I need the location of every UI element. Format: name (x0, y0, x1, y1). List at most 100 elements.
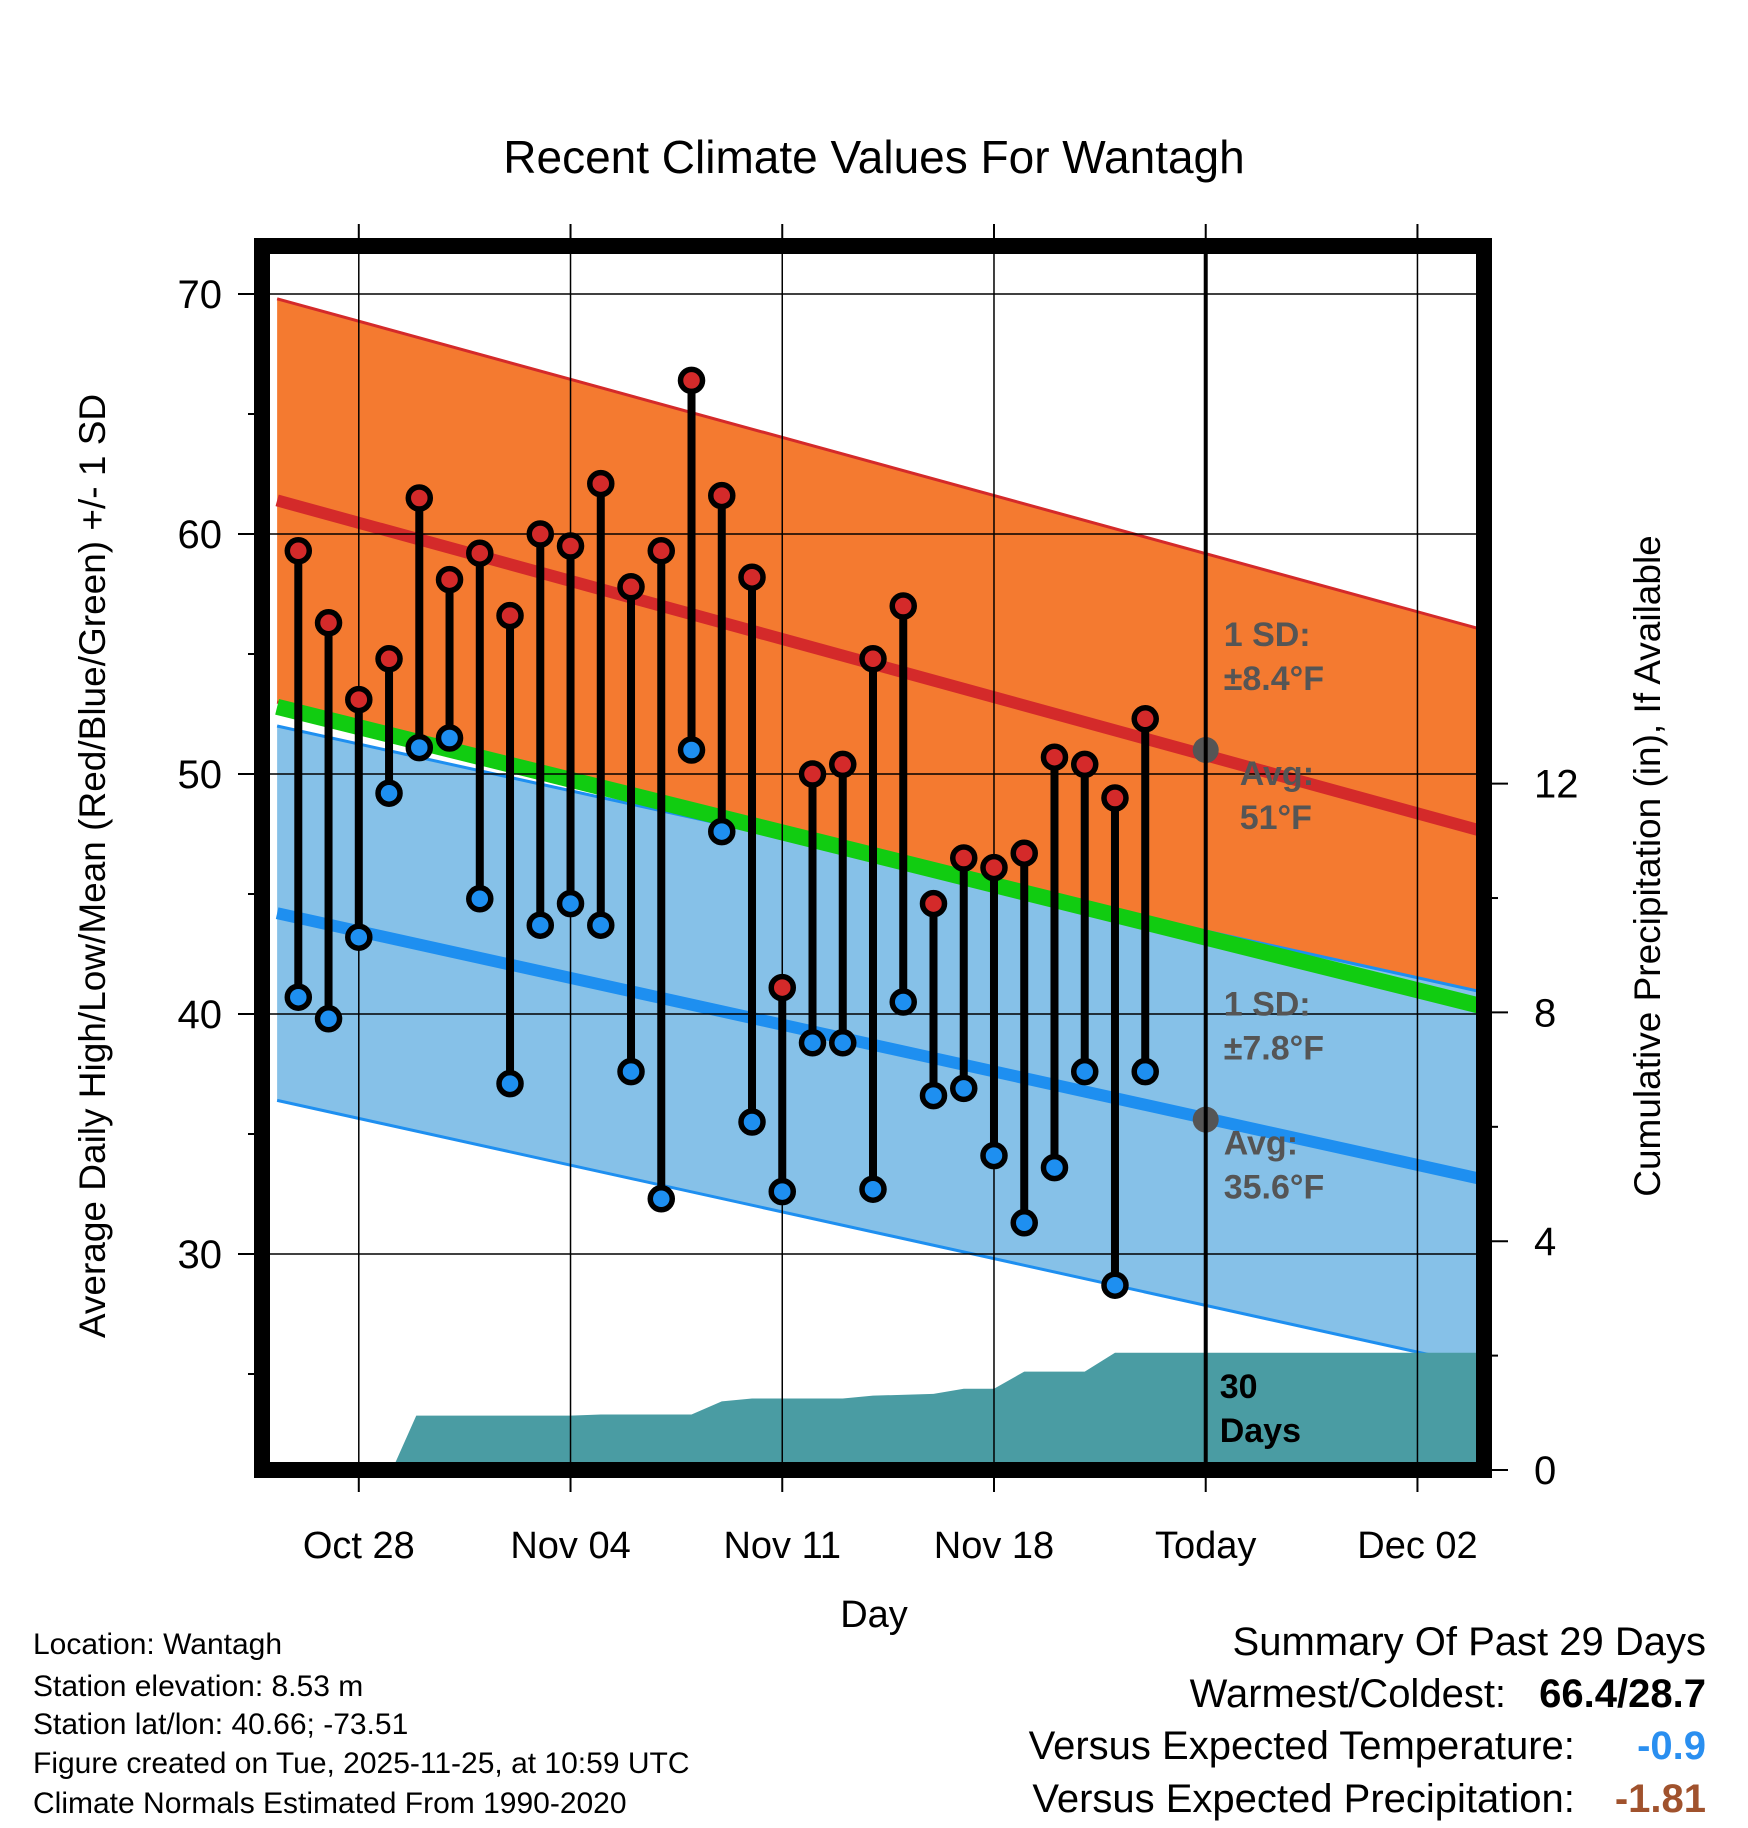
daily-high-point (738, 563, 766, 591)
high-sd-value: ±8.4°F (1224, 660, 1324, 698)
daily-low-point (647, 1185, 676, 1213)
x-tick-label: Nov 11 (723, 1525, 841, 1567)
summary-precip: Versus Expected Precipitation: -1.81 (1032, 1777, 1706, 1822)
y-axis-label: Average Daily High/Low/Mean (Red/Blue/Gr… (72, 394, 113, 1338)
daily-low-point (466, 885, 494, 913)
summary-warm-cold: Warmest/Coldest: 66.4/28.7 (1190, 1672, 1706, 1717)
daily-high-point (1101, 784, 1129, 812)
info-normals: Climate Normals Estimated From 1990-2020 (33, 1787, 627, 1820)
x-tick-label: Today (1155, 1525, 1256, 1567)
daily-low-point (1040, 1153, 1069, 1182)
daily-high-point (1010, 839, 1038, 867)
daily-low-point (556, 889, 585, 918)
daily-high-point (949, 844, 978, 872)
daily-high-point (919, 889, 948, 918)
daily-high-point (314, 609, 343, 637)
daily-high-point (526, 520, 555, 548)
info-elevation: Station elevation: 8.53 m (33, 1670, 364, 1703)
daily-low-point (617, 1057, 645, 1086)
summary-temp: Versus Expected Temperature: -0.9 (1029, 1724, 1706, 1769)
x-axis-label: Day (840, 1594, 908, 1636)
x-tick-label: Dec 02 (1357, 1525, 1477, 1567)
high-avg-value: 51°F (1240, 799, 1312, 837)
daily-high-point (1040, 743, 1069, 771)
daily-high-point (798, 760, 827, 788)
daily-high-point (708, 481, 736, 510)
daily-low-point (345, 923, 373, 951)
daily-high-point (496, 601, 524, 630)
low-sd-label: 1 SD: (1224, 986, 1311, 1024)
daily-high-point (345, 685, 373, 714)
daily-low-point (1070, 1057, 1099, 1086)
summary-temp-value: -0.9 (1637, 1724, 1706, 1768)
daily-low-point (405, 733, 434, 762)
y-tick-label: 40 (178, 993, 223, 1037)
plot-frame (254, 238, 1492, 1478)
daily-high-point (284, 537, 313, 565)
daily-low-point (677, 736, 706, 764)
daily-high-point (1070, 750, 1099, 779)
precip-area (262, 1352, 1484, 1470)
daily-high-point (466, 539, 494, 567)
daily-high-point (980, 853, 1008, 882)
daily-low-point (435, 724, 464, 752)
summary-precip-label: Versus Expected Precipitation: (1032, 1777, 1575, 1821)
daily-low-point (768, 1177, 797, 1206)
x-tick-label: Oct 28 (303, 1525, 415, 1567)
summary-temp-label: Versus Expected Temperature: (1028, 1724, 1575, 1768)
summary-title: Summary Of Past 29 Days (1232, 1620, 1706, 1664)
high-sd-label: 1 SD: (1224, 616, 1311, 654)
low-sd-value: ±7.8°F (1224, 1030, 1324, 1068)
x-tick-label: Nov 04 (510, 1525, 630, 1567)
daily-high-point (889, 592, 917, 620)
daily-low-point (738, 1108, 766, 1136)
daily-high-point (617, 573, 645, 601)
summary-warm-cold-value: 66.4/28.7 (1539, 1672, 1706, 1716)
daily-high-point (768, 973, 797, 1002)
y-tick-label: 50 (178, 753, 223, 797)
daily-low-point (526, 911, 555, 939)
high-avg-label: Avg: (1240, 755, 1314, 793)
daily-high-point (587, 469, 615, 498)
y2-tick-label: 4 (1534, 1220, 1556, 1264)
low-normal-line (275, 907, 1484, 1186)
daily-high-point (556, 532, 585, 560)
daily-high-point (435, 565, 464, 594)
y2-tick-label: 12 (1534, 763, 1579, 807)
daily-low-point (708, 817, 736, 846)
low-avg-value: 35.6°F (1224, 1169, 1325, 1207)
x-tick-label: Nov 18 (934, 1525, 1054, 1567)
daily-high-point (1131, 705, 1159, 733)
y2-axis-label: Cumulative Precipitation (in), If Availa… (1627, 535, 1668, 1197)
daily-high-point (859, 645, 887, 673)
daily-high-point (405, 484, 434, 512)
daily-low-point (1131, 1057, 1159, 1086)
daily-high-point (375, 645, 403, 673)
summary-precip-value: -1.81 (1614, 1777, 1706, 1821)
y-tick-label: 60 (178, 513, 223, 557)
daily-low-point (949, 1074, 978, 1103)
daily-high-point (677, 366, 706, 395)
days-number: 30 (1220, 1368, 1258, 1406)
daily-low-point (980, 1141, 1008, 1170)
low-sd-band-lower-edge (276, 1098, 1484, 1369)
daily-high-point (647, 537, 676, 565)
high-sd-band-upper-edge (276, 297, 1484, 632)
chart-title: Recent Climate Values For Wantagh (503, 131, 1244, 183)
daily-low-point (889, 988, 917, 1016)
y-tick-label: 30 (178, 1233, 223, 1277)
daily-low-point (798, 1029, 827, 1057)
summary-warm-cold-label: Warmest/Coldest: (1189, 1672, 1507, 1716)
y2-tick-label: 0 (1534, 1449, 1556, 1493)
info-location: Location: Wantagh (33, 1628, 283, 1661)
info-created: Figure created on Tue, 2025-11-25, at 10… (33, 1747, 690, 1780)
y-tick-label: 70 (178, 273, 223, 317)
daily-low-point (284, 983, 313, 1011)
daily-low-point (829, 1029, 857, 1057)
daily-low-point (587, 911, 615, 939)
info-latlon: Station lat/lon: 40.66; -73.51 (33, 1708, 409, 1741)
daily-low-point (1010, 1209, 1038, 1237)
daily-low-point (314, 1005, 343, 1033)
y2-tick-label: 8 (1534, 991, 1556, 1035)
